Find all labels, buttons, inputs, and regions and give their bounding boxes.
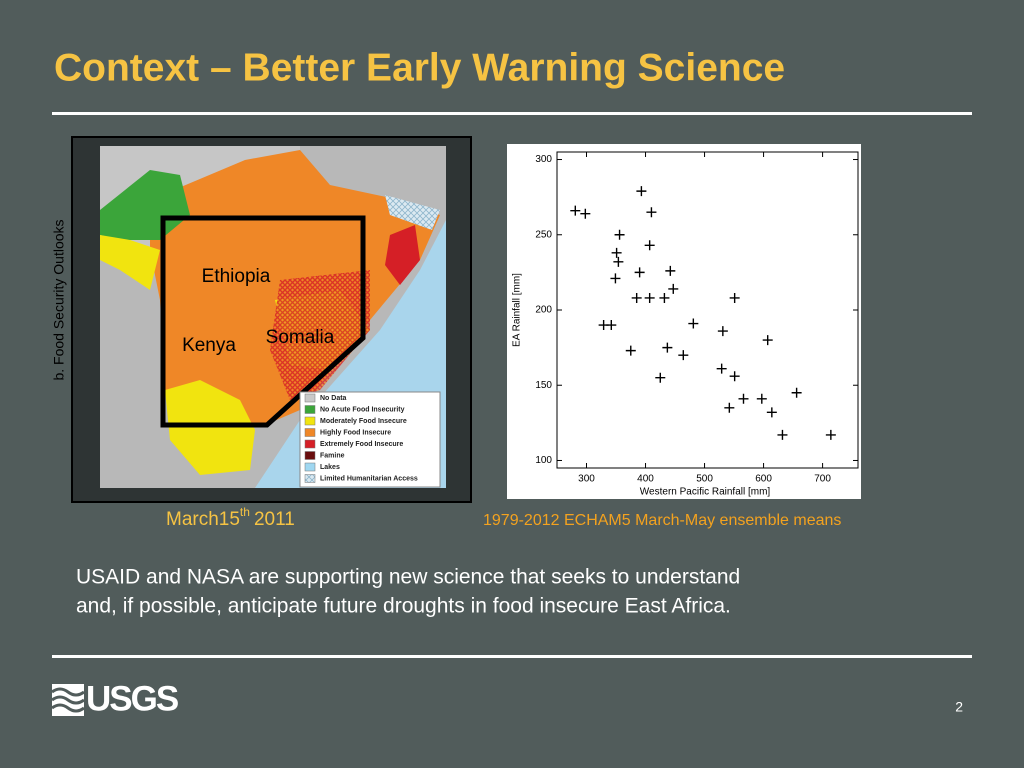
region-label: Kenya — [182, 335, 236, 356]
legend-label: Extremely Food Insecure — [320, 441, 403, 448]
point — [613, 256, 624, 267]
point — [678, 350, 689, 361]
point — [791, 387, 802, 398]
point — [610, 273, 621, 284]
limited-access — [385, 195, 440, 230]
point — [614, 229, 625, 240]
legend-label: No Data — [320, 395, 347, 402]
legend-swatch — [304, 474, 316, 483]
x-tick-label: 600 — [755, 474, 772, 485]
point — [655, 372, 666, 383]
y-tick-label: 250 — [535, 229, 552, 240]
point — [644, 292, 655, 303]
y-axis-label: EA Rainfall [mm] — [512, 273, 523, 347]
x-tick-label: 500 — [696, 474, 713, 485]
point — [688, 318, 699, 329]
legend-label: Lakes — [320, 464, 340, 471]
legend-swatch — [304, 451, 316, 460]
point — [625, 345, 636, 356]
x-tick-label: 300 — [578, 474, 595, 485]
legend-swatch — [304, 439, 316, 449]
legend-label: Famine — [320, 452, 345, 459]
point — [662, 342, 673, 353]
point — [631, 292, 642, 303]
legend-label: Limited Humanitarian Access — [320, 475, 418, 482]
point — [716, 363, 727, 374]
region-outline — [160, 215, 366, 428]
logo-text: USGS — [86, 679, 178, 718]
divider — [52, 112, 972, 115]
map-caption: March15th 2011 — [166, 505, 295, 530]
point — [729, 371, 740, 382]
chart-panel — [507, 144, 861, 499]
point — [738, 393, 749, 404]
body-line: USAID and NASA are supporting new scienc… — [76, 566, 740, 589]
map-legend — [299, 391, 441, 488]
caption-text: March15 — [166, 509, 240, 530]
legend-label: Highly Food Insecure — [320, 429, 391, 436]
caption-year: 2011 — [254, 509, 295, 530]
map-side-label: b. Food Security Outlooks — [51, 219, 67, 380]
body-line: and, if possible, anticipate future drou… — [76, 595, 731, 618]
x-tick-label: 700 — [814, 474, 831, 485]
x-axis-label: Western Pacific Rainfall [mm] — [640, 487, 771, 498]
point — [636, 186, 647, 197]
point — [659, 292, 670, 303]
divider — [52, 655, 972, 658]
y-tick-label: 150 — [535, 380, 552, 391]
point — [611, 247, 622, 258]
no-insecurity — [100, 170, 190, 240]
region-label: Somalia — [266, 327, 335, 348]
point — [724, 402, 735, 413]
point — [644, 240, 655, 251]
point — [668, 283, 679, 294]
region-label: Ethiopia — [202, 266, 271, 287]
point — [766, 407, 777, 418]
legend-label: No Acute Food Insecurity — [320, 406, 405, 413]
legend-swatch — [304, 462, 316, 472]
page-number: 2 — [955, 699, 963, 715]
legend-swatch — [304, 393, 316, 403]
moderate — [100, 235, 160, 290]
point — [570, 205, 581, 216]
point — [825, 429, 836, 440]
x-tick-label: 400 — [637, 474, 654, 485]
legend-swatch — [304, 428, 316, 437]
y-tick-label: 100 — [535, 455, 552, 466]
point — [717, 326, 728, 337]
point — [777, 429, 788, 440]
point — [634, 267, 645, 278]
caption-sup: th — [240, 505, 250, 519]
point — [580, 208, 591, 219]
point — [646, 207, 657, 218]
legend-label: Moderately Food Insecure — [320, 418, 407, 425]
y-tick-label: 200 — [535, 305, 552, 316]
point — [665, 265, 676, 276]
point — [762, 335, 773, 346]
chart-caption: 1979-2012 ECHAM5 March-May ensemble mean… — [483, 512, 841, 529]
point — [756, 393, 767, 404]
slide-title: Context – Better Early Warning Science — [54, 46, 785, 89]
legend-swatch — [304, 405, 316, 414]
y-tick-label: 300 — [535, 154, 552, 165]
extreme — [385, 225, 420, 285]
point — [729, 292, 740, 303]
extreme-hatch — [270, 270, 370, 400]
point — [606, 320, 617, 331]
legend-swatch — [304, 416, 316, 426]
logo-icon — [51, 684, 85, 716]
